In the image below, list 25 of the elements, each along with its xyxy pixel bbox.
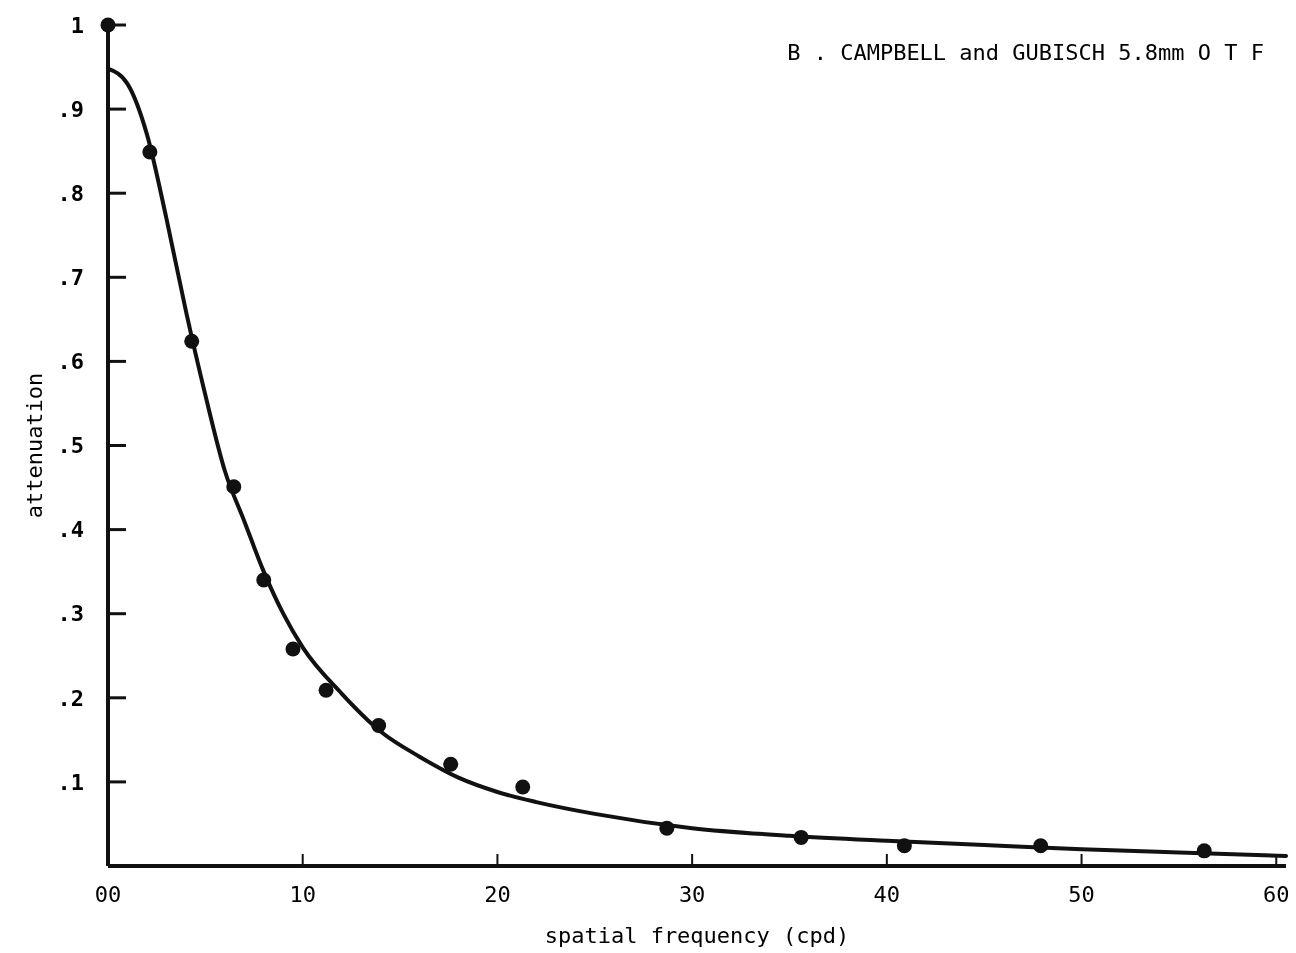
x-axis-title: spatial frequency (cpd) (544, 923, 850, 948)
x-tick-label: 50 (1068, 882, 1095, 907)
x-tick-label: 40 (873, 882, 901, 907)
point (100, 17, 116, 33)
y-tick-label: .4 (57, 517, 84, 543)
y-tick-label: .8 (57, 180, 84, 206)
y-tick-label: .5 (57, 433, 84, 459)
x-tick-label: 00 (94, 882, 122, 907)
text: B . CAMPBELL and GUBISCH 5.8mm O T F (787, 40, 1264, 65)
y-tick-label: .3 (57, 601, 84, 627)
x-tick-label: 60 (1263, 882, 1290, 907)
point (515, 779, 531, 795)
y-tick-label: .1 (57, 769, 84, 795)
y-axis-title: attenuation (22, 372, 47, 519)
point (443, 756, 459, 772)
y-tick-label: .6 (57, 349, 84, 375)
point (285, 641, 301, 657)
x-tick-label: 20 (484, 882, 511, 907)
y-tick-label: .2 (57, 685, 84, 711)
y-tick-label: .7 (57, 265, 84, 290)
x-tick-label: 10 (289, 882, 316, 907)
y-tick-label: .9 (57, 96, 84, 122)
point (318, 682, 334, 698)
y-tick-label: 1 (70, 12, 84, 38)
x-tick-label: 30 (678, 882, 706, 907)
